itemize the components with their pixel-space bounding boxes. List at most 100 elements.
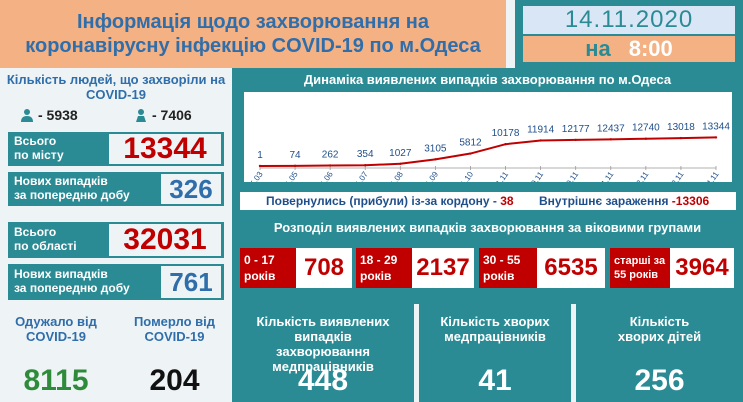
died-panel: Померло від COVID-19 204 [117,304,232,402]
data-label: 10178 [492,128,520,139]
male-count-value: - 5938 [38,107,78,123]
data-point [294,165,296,167]
x-tick-label: 12.11 [632,170,651,182]
med-cases-panel: Кількість виявлених випадків захворюванн… [232,304,414,402]
chart-title: Динаміка виявлених випадків захворювання… [232,72,743,87]
children-label: Кількість хворих дітей [576,314,743,344]
data-label: 74 [290,150,302,161]
city-stats-title: Кількість людей, що захворіли на COVID-1… [6,72,226,102]
title-line-1: Інформація щодо захворювання на [0,10,506,34]
city-total-label-1: Всього [14,134,64,148]
age-group-label-2: років [483,268,533,284]
data-point [539,139,541,141]
city-total-box: Всього по місту 13344 [8,132,224,166]
data-point [399,163,401,165]
female-person-icon [134,108,148,122]
age-group-value: 3964 [670,248,734,288]
internal-label: Внутрішнє зараження [539,194,669,208]
city-total-label-2: по місту [14,148,64,162]
data-point [645,138,647,140]
med-sick-label: Кількість хворих медпрацівників [419,314,571,344]
age-group-over-55: старші за 55 років 3964 [610,248,734,288]
med-sick-value: 41 [419,364,571,398]
region-new-box: Нових випадків за попередню добу 761 [8,264,224,300]
died-value: 204 [117,364,232,398]
page-title: Інформація щодо захворювання на коронаві… [0,0,506,68]
children-value: 256 [576,364,743,398]
age-group-label-1: старші за [614,254,666,268]
data-point [715,136,717,138]
age-group-value: 708 [296,248,352,288]
x-tick-label: 01.11 [492,170,511,182]
med-sick-panel: Кількість хворих медпрацівників 41 [419,304,571,402]
data-label: 5812 [459,138,482,149]
female-count-value: - 7406 [152,107,192,123]
city-new-box: Нових випадків за попередню добу 326 [8,172,224,206]
data-point [574,139,576,141]
x-tick-label: 01.09 [421,170,440,182]
x-tick-label: 25.03 [246,170,265,182]
x-tick-label: 14.11 [702,170,721,182]
age-group-30-55: 30 - 55 років 6535 [479,248,605,288]
title-line-2: коронавірусну інфекцію COVID-19 по м.Оде… [0,34,506,58]
data-point [364,164,366,166]
data-point [610,138,612,140]
x-tick-label: 11.11 [597,170,615,182]
data-point [329,164,331,166]
age-group-label-2: років [360,268,408,284]
age-group-label-2: 55 років [614,268,666,282]
x-tick-label: 09.11 [527,170,546,182]
region-new-value: 761 [161,266,221,298]
age-group-0-17: 0 - 17 років 708 [240,248,352,288]
age-title: Розподіл виявлених випадків захворювання… [232,220,743,235]
age-distribution-panel: Розподіл виявлених випадків захворювання… [232,214,743,304]
returned-value: 38 [500,194,513,208]
data-label: 262 [322,149,339,160]
city-stats-panel: Кількість людей, що захворіли на COVID-1… [0,68,232,214]
x-tick-label: 13.11 [667,170,686,182]
age-group-value: 6535 [537,248,605,288]
report-time: на 8:00 [523,36,735,62]
x-tick-label: 01.07 [351,170,370,182]
region-total-value: 32031 [109,224,221,256]
data-point [504,143,506,145]
female-count: - 7406 [134,107,192,123]
data-point [680,137,682,139]
data-label: 11914 [527,124,555,135]
report-date: 14.11.2020 [523,6,735,34]
med-cases-value: 448 [232,364,414,398]
cases-origin-legend: Повернулись (прибули) із-за кордону - 38… [240,192,736,210]
data-label: 12177 [562,124,590,135]
time-value: 8:00 [629,36,673,61]
region-new-label-1: Нових випадків [14,267,130,281]
region-total-label-2: по області [14,239,77,253]
children-panel: Кількість хворих дітей 256 [576,304,743,402]
region-total-box: Всього по області 32031 [8,222,224,258]
recovered-value: 8115 [0,364,112,398]
died-label: Померло від COVID-19 [117,314,232,344]
internal-value: -13306 [672,194,709,208]
recovered-label: Одужало від COVID-19 [0,314,112,344]
city-total-value: 13344 [109,134,221,164]
data-label: 13018 [667,122,695,133]
data-point [469,152,471,154]
recovered-panel: Одужало від COVID-19 8115 [0,304,112,402]
male-count: - 5938 [20,107,78,123]
x-tick-label: 01.08 [386,170,405,182]
age-group-18-29: 18 - 29 років 2137 [356,248,474,288]
data-label: 12437 [597,123,625,134]
x-tick-label: 01.05 [281,170,300,182]
x-tick-label: 01.06 [316,170,335,182]
male-person-icon [20,108,34,122]
age-group-label-2: років [244,268,292,284]
data-point [434,158,436,160]
age-group-value: 2137 [412,248,474,288]
x-tick-label: 01.10 [456,170,475,182]
city-new-label-2: за попередню добу [14,188,130,202]
data-point [259,165,261,167]
returned-label: Повернулись (прибули) із-за кордону - [266,194,497,208]
data-label: 354 [357,149,374,160]
data-label: 12740 [632,123,660,134]
data-label: 3105 [424,143,447,154]
data-label: 13344 [702,121,730,132]
